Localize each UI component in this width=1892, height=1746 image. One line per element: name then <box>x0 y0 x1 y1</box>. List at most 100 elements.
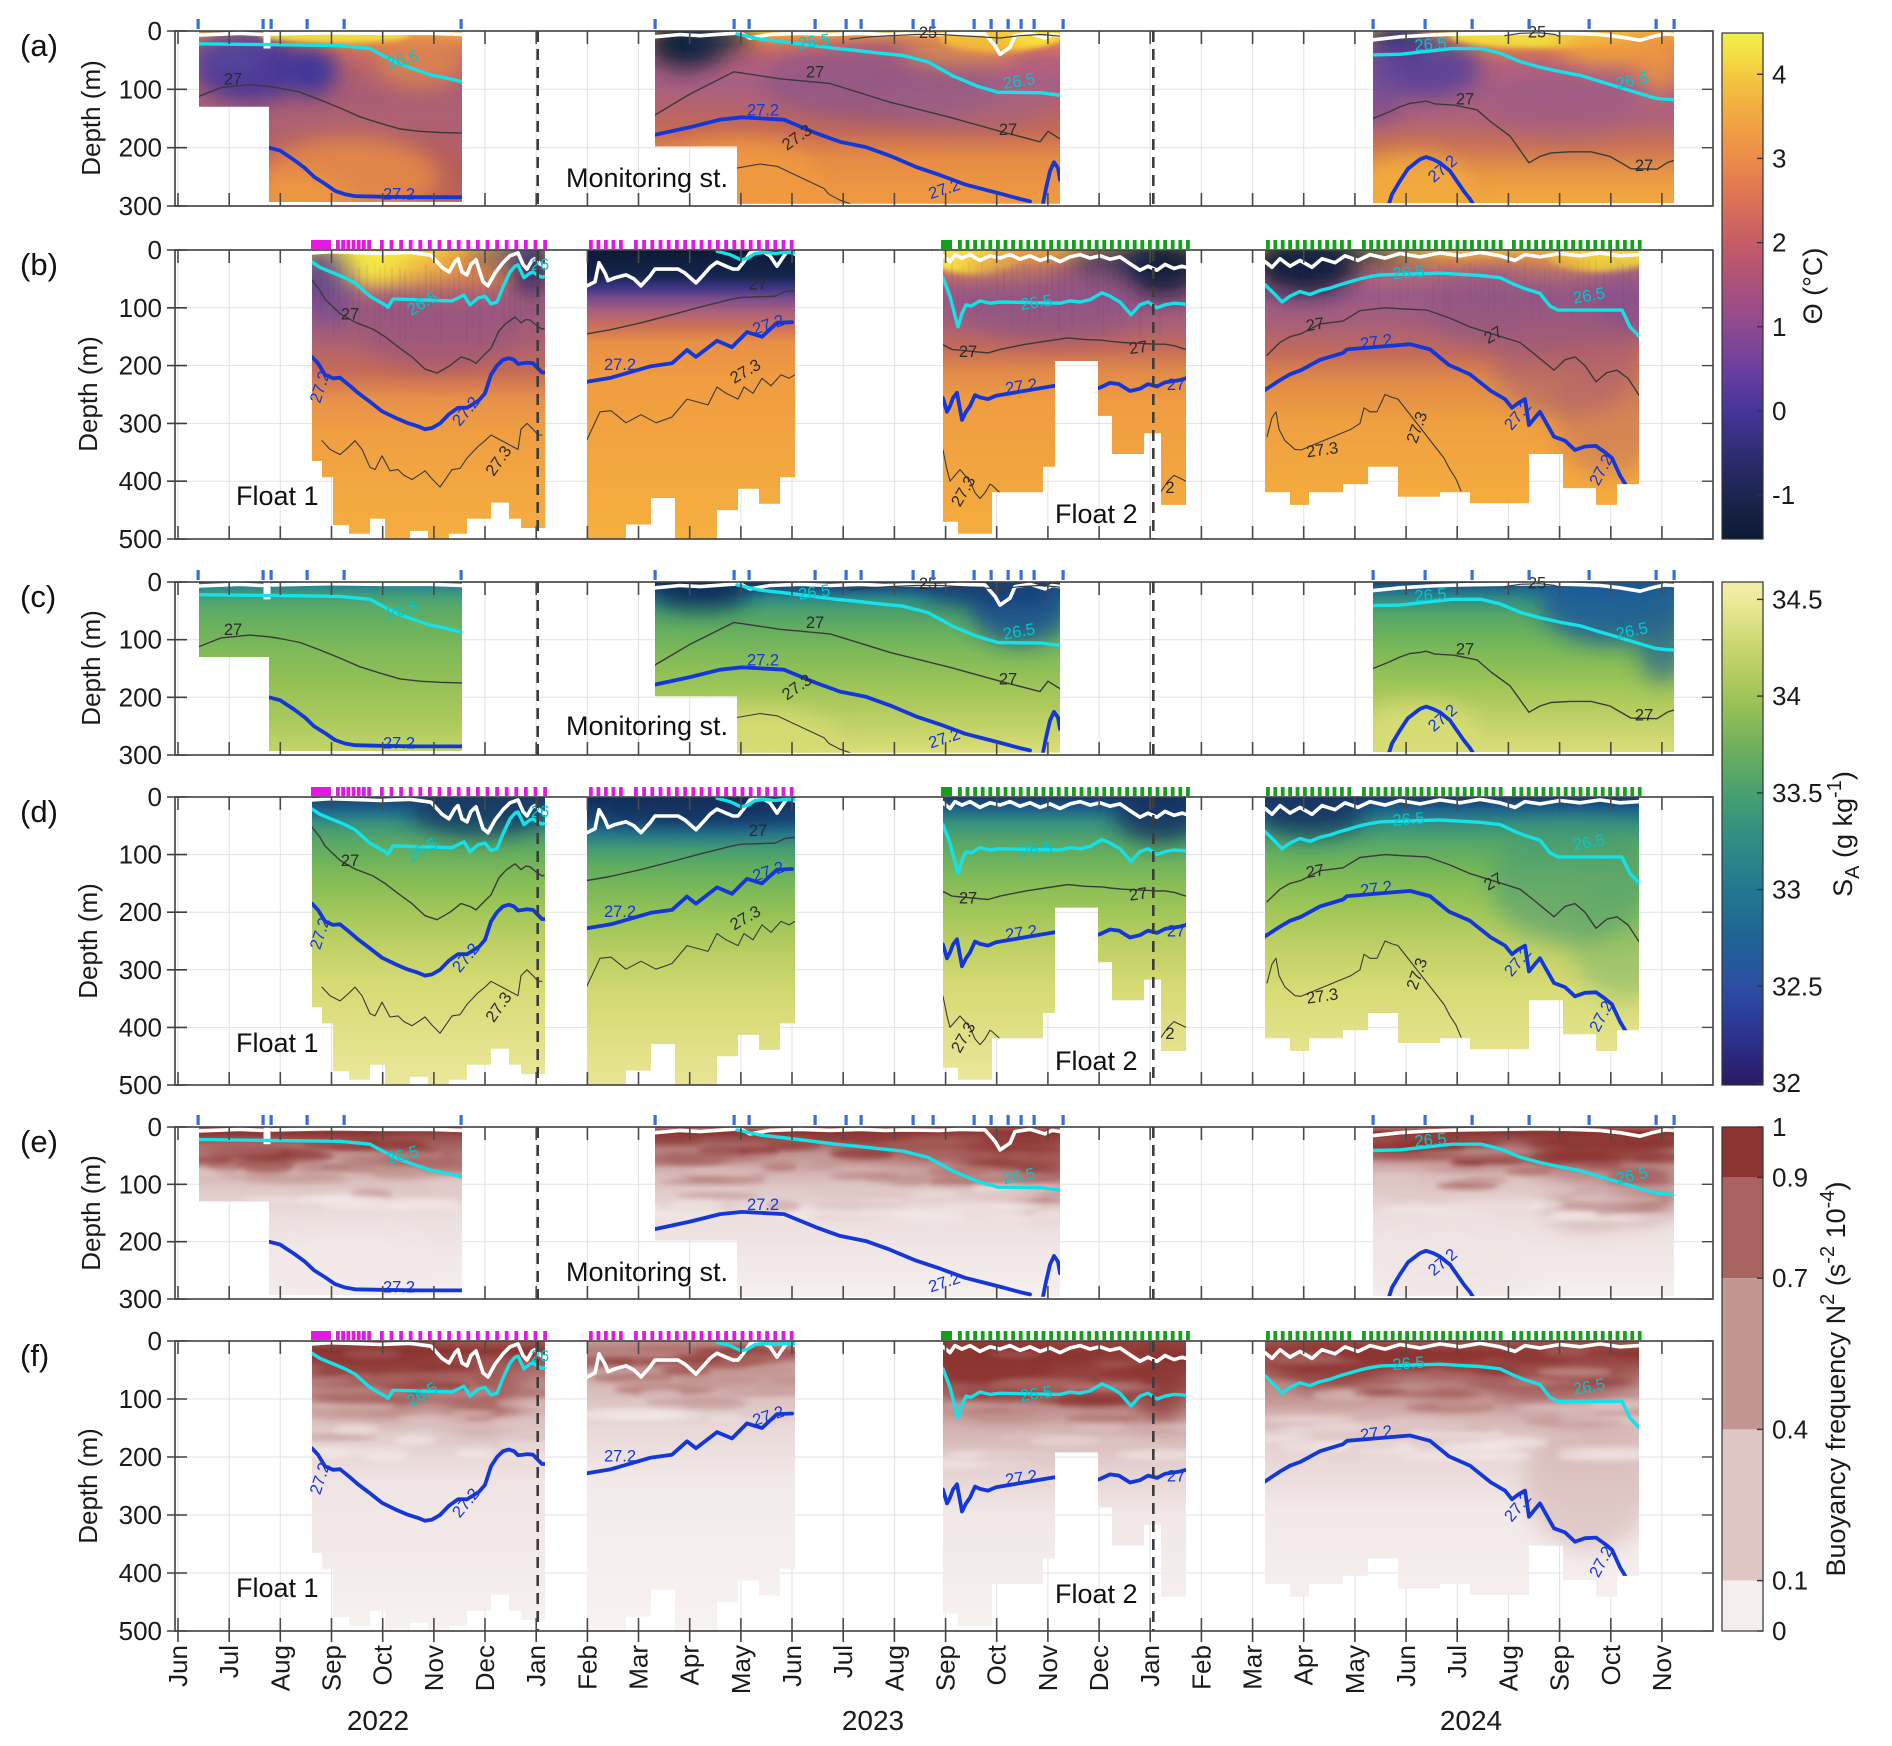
svg-text:Oct: Oct <box>982 1644 1012 1685</box>
svg-text:300: 300 <box>119 740 162 770</box>
svg-text:27.2: 27.2 <box>1359 331 1393 353</box>
svg-text:Depth (m): Depth (m) <box>73 1428 103 1544</box>
svg-text:27: 27 <box>224 71 242 89</box>
svg-text:27: 27 <box>999 671 1017 689</box>
svg-text:Buoyancy frequency N2 (s-2 10-: Buoyancy frequency N2 (s-2 10-4) <box>1817 1182 1851 1577</box>
svg-text:27: 27 <box>999 121 1017 139</box>
svg-text:Nov: Nov <box>1033 1645 1063 1691</box>
svg-text:500: 500 <box>119 524 162 554</box>
svg-text:27: 27 <box>1635 706 1653 724</box>
svg-text:27: 27 <box>1167 922 1185 940</box>
svg-text:26.5: 26.5 <box>1572 284 1607 307</box>
svg-text:27: 27 <box>341 305 359 323</box>
svg-text:Jun: Jun <box>777 1645 807 1687</box>
svg-text:400: 400 <box>119 1012 162 1042</box>
svg-text:Float 1: Float 1 <box>236 1028 319 1058</box>
svg-text:500: 500 <box>119 1616 162 1646</box>
svg-text:300: 300 <box>119 1284 162 1314</box>
svg-text:0.9: 0.9 <box>1772 1162 1808 1192</box>
svg-text:26.5: 26.5 <box>1019 292 1053 314</box>
svg-text:Jan: Jan <box>521 1645 551 1687</box>
svg-text:2024: 2024 <box>1440 1705 1502 1736</box>
svg-text:(d): (d) <box>20 794 58 829</box>
svg-text:Monitoring st.: Monitoring st. <box>566 1257 728 1287</box>
svg-text:26.5: 26.5 <box>1414 585 1448 606</box>
svg-text:0: 0 <box>1772 396 1786 426</box>
svg-text:33.5: 33.5 <box>1772 778 1823 808</box>
svg-text:0.4: 0.4 <box>1772 1414 1808 1444</box>
svg-text:200: 200 <box>119 682 162 712</box>
svg-text:(c): (c) <box>20 579 56 614</box>
svg-text:26.5: 26.5 <box>1002 620 1037 643</box>
svg-text:Jul: Jul <box>1442 1645 1472 1678</box>
svg-text:May: May <box>726 1645 756 1694</box>
svg-text:0: 0 <box>148 567 162 597</box>
svg-text:27.3: 27.3 <box>1305 985 1339 1007</box>
svg-text:Monitoring st.: Monitoring st. <box>566 711 728 741</box>
svg-text:Float 1: Float 1 <box>236 481 319 511</box>
svg-text:27: 27 <box>959 343 977 361</box>
svg-text:27.2: 27.2 <box>1359 1422 1393 1444</box>
svg-text:27: 27 <box>1167 376 1185 394</box>
svg-text:27.2: 27.2 <box>747 102 779 120</box>
svg-text:26.5: 26.5 <box>1392 1353 1426 1374</box>
svg-text:Jun: Jun <box>1391 1645 1421 1687</box>
svg-text:0: 0 <box>148 1326 162 1356</box>
svg-text:32: 32 <box>1772 1068 1801 1098</box>
svg-text:25: 25 <box>1528 574 1546 592</box>
svg-text:Monitoring st.: Monitoring st. <box>566 163 728 193</box>
svg-text:100: 100 <box>119 1384 162 1414</box>
svg-text:1: 1 <box>1772 1112 1786 1142</box>
svg-text:300: 300 <box>119 955 162 985</box>
svg-text:2: 2 <box>1772 228 1786 258</box>
svg-text:Depth (m): Depth (m) <box>76 1155 106 1271</box>
svg-text:27: 27 <box>749 275 767 293</box>
svg-text:26.5: 26.5 <box>1414 34 1448 55</box>
svg-text:Aug: Aug <box>265 1645 295 1691</box>
svg-text:27.2: 27.2 <box>383 1279 415 1297</box>
svg-text:26: 26 <box>531 256 549 274</box>
svg-text:Nov: Nov <box>419 1645 449 1691</box>
svg-text:300: 300 <box>119 408 162 438</box>
svg-text:27.2: 27.2 <box>383 735 415 753</box>
svg-text:Feb: Feb <box>572 1645 602 1690</box>
svg-text:27: 27 <box>1167 1467 1185 1485</box>
svg-text:2022: 2022 <box>347 1705 409 1736</box>
svg-text:400: 400 <box>119 466 162 496</box>
svg-text:Oct: Oct <box>1596 1644 1626 1685</box>
svg-text:27: 27 <box>1305 314 1326 335</box>
svg-text:100: 100 <box>119 840 162 870</box>
svg-text:200: 200 <box>119 1227 162 1257</box>
svg-text:27.2: 27.2 <box>747 1196 779 1214</box>
svg-text:26.5: 26.5 <box>1019 839 1053 861</box>
svg-text:26.5: 26.5 <box>1392 262 1426 283</box>
svg-text:Apr: Apr <box>675 1645 705 1686</box>
svg-text:26.5: 26.5 <box>1414 1130 1448 1151</box>
svg-text:26.5: 26.5 <box>1019 1383 1053 1405</box>
svg-text:4: 4 <box>1772 59 1786 89</box>
svg-text:300: 300 <box>119 1500 162 1530</box>
svg-text:2: 2 <box>1165 1025 1174 1043</box>
svg-text:Mar: Mar <box>1238 1645 1268 1690</box>
svg-text:26.5: 26.5 <box>797 31 831 53</box>
svg-text:27.2: 27.2 <box>604 1448 636 1466</box>
svg-text:27: 27 <box>341 852 359 870</box>
svg-text:Jul: Jul <box>828 1645 858 1678</box>
svg-text:100: 100 <box>119 293 162 323</box>
svg-text:27.2: 27.2 <box>1004 922 1038 944</box>
svg-text:34.5: 34.5 <box>1772 584 1823 614</box>
svg-text:26.5: 26.5 <box>1392 809 1426 830</box>
svg-text:27.2: 27.2 <box>604 903 636 921</box>
svg-text:Sep: Sep <box>931 1645 961 1691</box>
svg-text:(b): (b) <box>20 247 58 282</box>
svg-text:200: 200 <box>119 897 162 927</box>
svg-text:0: 0 <box>1772 1616 1786 1646</box>
svg-text:1: 1 <box>1772 312 1786 342</box>
svg-text:26.5: 26.5 <box>1572 1375 1607 1398</box>
svg-text:27.2: 27.2 <box>1359 878 1393 900</box>
svg-text:0: 0 <box>148 1112 162 1142</box>
svg-text:Apr: Apr <box>1289 1645 1319 1686</box>
svg-text:27.2: 27.2 <box>747 652 779 670</box>
svg-text:Jul: Jul <box>214 1645 244 1678</box>
svg-text:(a): (a) <box>20 28 58 63</box>
